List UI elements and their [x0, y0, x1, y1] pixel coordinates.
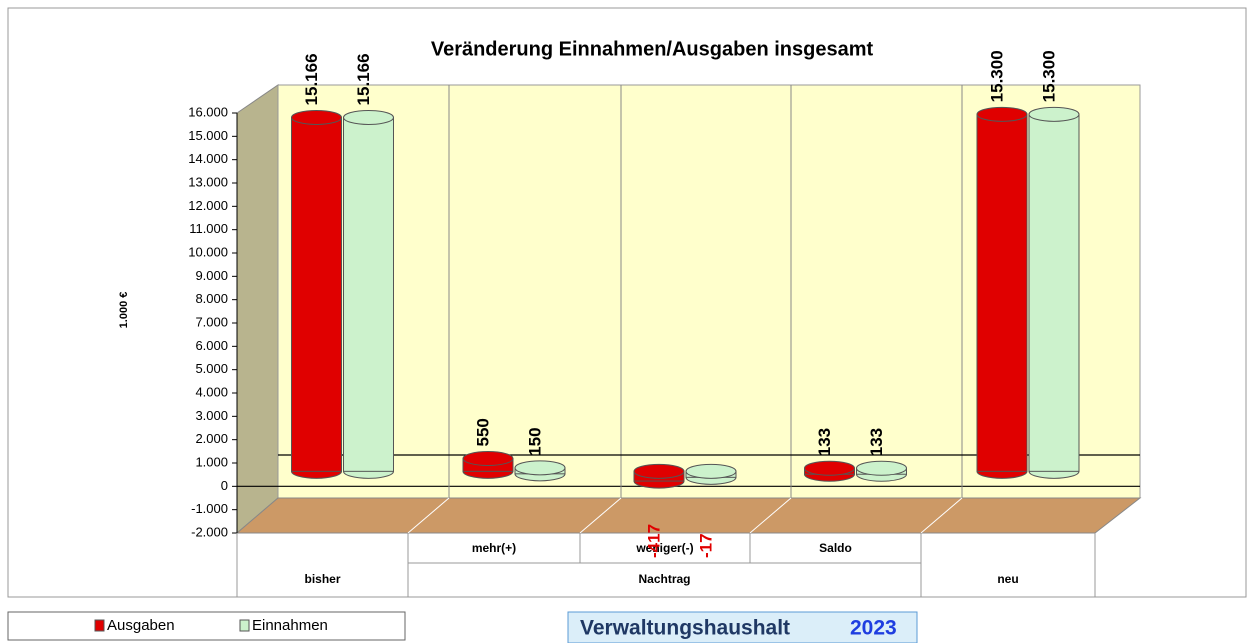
bar	[633, 463, 685, 489]
legend-label: Ausgaben	[107, 617, 175, 634]
bar-part	[343, 109, 394, 125]
footer-year: 2023	[850, 617, 897, 640]
value-label: 133	[815, 428, 834, 456]
y-axis-label: 1.000 €	[118, 292, 130, 329]
y-tick-label: 16.000	[188, 104, 228, 119]
y-tick-label: 12.000	[188, 198, 228, 213]
floor	[235, 497, 1142, 534]
y-tick-label: 10.000	[188, 244, 228, 259]
bar-part	[291, 109, 342, 125]
x-group-label: Nachtrag	[638, 572, 690, 586]
y-tick-label: 2.000	[195, 431, 228, 446]
y-tick-label: 11.000	[189, 221, 228, 236]
bar-part	[291, 116, 342, 472]
y-tick-label: 4.000	[195, 384, 228, 399]
value-label: -17	[696, 533, 715, 558]
bar-part	[514, 460, 566, 476]
bar-part	[804, 460, 855, 476]
value-label: 15.166	[354, 53, 373, 105]
floor-divider	[749, 497, 792, 534]
bar-part	[976, 106, 1028, 122]
bar-part	[633, 463, 685, 479]
value-label: 15.300	[1039, 50, 1058, 102]
footer-text: Verwaltungshaushalt	[580, 617, 790, 640]
bar	[514, 460, 566, 482]
bar-part	[343, 116, 394, 472]
bar-part	[1028, 113, 1080, 472]
y-tick-label: -2.000	[191, 524, 228, 539]
x-tick-label: Saldo	[819, 541, 852, 555]
bar-part	[856, 460, 907, 476]
bar	[1028, 106, 1080, 479]
y-tick-label: 5.000	[195, 361, 228, 376]
bar	[685, 463, 737, 485]
bar-part	[462, 451, 514, 466]
floor-divider	[579, 497, 622, 534]
legend	[7, 611, 406, 641]
y-tick-label: 6.000	[195, 338, 228, 353]
bar	[343, 109, 394, 479]
value-label: -417	[644, 524, 663, 558]
value-label: 15.166	[302, 53, 321, 105]
x-tick-label: neu	[997, 572, 1018, 586]
bar	[976, 106, 1028, 479]
chart-title: Veränderung Einnahmen/Ausgaben insgesamt	[431, 38, 874, 60]
value-label: 133	[867, 428, 886, 456]
value-label: 550	[473, 418, 492, 446]
y-tick-label: 9.000	[195, 268, 228, 283]
x-tick-label: mehr(+)	[472, 541, 516, 555]
legend-swatch	[94, 619, 105, 632]
legend-swatch	[239, 619, 250, 632]
legend-label: Einnahmen	[252, 617, 328, 634]
y-tick-label: 7.000	[195, 314, 228, 329]
y-tick-label: 1.000	[195, 454, 228, 469]
bar-part	[1028, 106, 1080, 122]
bar	[291, 109, 342, 479]
x-tick-label: bisher	[304, 572, 340, 586]
bar	[462, 451, 514, 479]
side-wall	[236, 84, 279, 535]
y-tick-label: 3.000	[195, 408, 228, 423]
y-tick-label: 14.000	[188, 151, 228, 166]
y-tick-label: 8.000	[195, 291, 228, 306]
bar	[804, 460, 855, 482]
y-tick-label: 15.000	[188, 128, 228, 143]
y-tick-label: 0	[221, 478, 228, 493]
footer-box	[567, 611, 918, 643]
bar-part	[976, 113, 1028, 472]
bar-part	[685, 463, 737, 479]
floor-divider	[920, 497, 963, 534]
value-label: 15.300	[987, 50, 1006, 102]
floor-divider	[407, 497, 450, 534]
bar	[856, 460, 907, 482]
value-label: 150	[525, 427, 544, 455]
y-tick-label: -1.000	[191, 501, 228, 516]
x-tick-label: weniger(-)	[635, 541, 693, 555]
y-tick-label: 13.000	[188, 174, 228, 189]
